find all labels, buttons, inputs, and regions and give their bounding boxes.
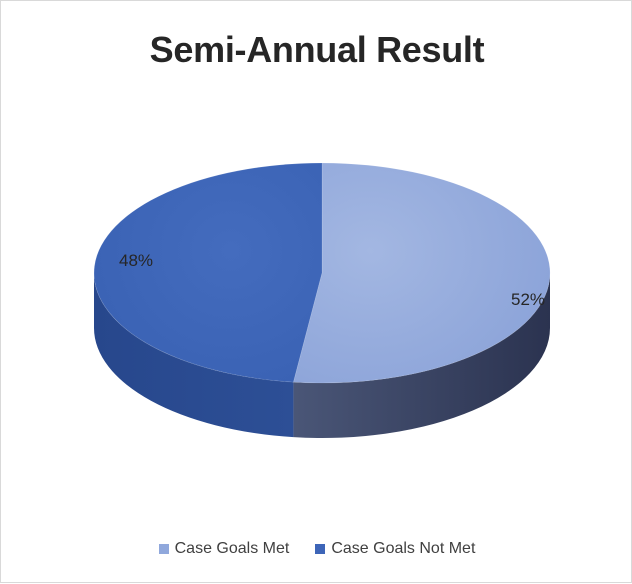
legend-item-not-met: Case Goals Not Met bbox=[315, 540, 475, 558]
legend-label-not-met: Case Goals Not Met bbox=[331, 540, 476, 557]
legend-swatch-not-met bbox=[315, 544, 326, 554]
legend-item-met: Case Goals Met bbox=[158, 540, 290, 558]
pie-side-not-met bbox=[94, 273, 294, 438]
pie-slice-met bbox=[292, 162, 551, 384]
legend-label-met: Case Goals Met bbox=[174, 540, 290, 557]
data-label-not-met: 48% bbox=[119, 251, 153, 270]
pie-side-met bbox=[293, 273, 550, 438]
pie-slice-not-met bbox=[93, 162, 323, 383]
chart-title: Semi-Annual Result bbox=[149, 29, 485, 70]
legend: Case Goals Met Case Goals Not Met bbox=[1, 540, 632, 558]
data-label-met: 52% bbox=[511, 290, 545, 309]
legend-swatch-met bbox=[158, 544, 169, 554]
